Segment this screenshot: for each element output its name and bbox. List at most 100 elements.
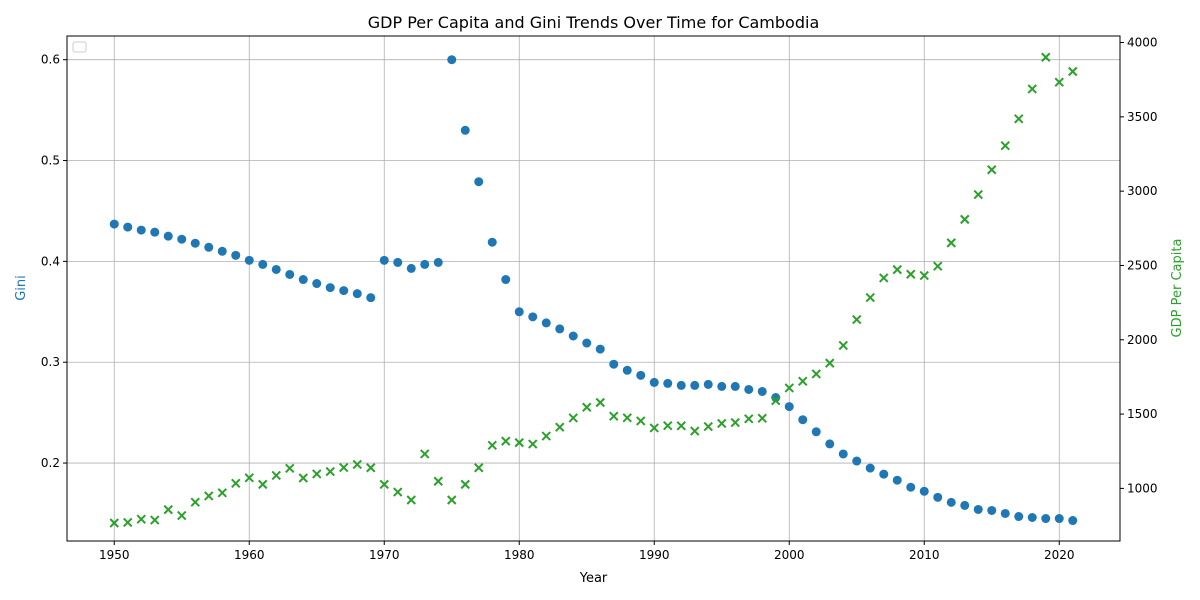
gdp-point bbox=[865, 292, 875, 303]
gini-point bbox=[379, 255, 389, 265]
x-tick-label: 1960 bbox=[234, 548, 265, 562]
gdp-point bbox=[757, 413, 767, 423]
chart-title: GDP Per Capita and Gini Trends Over Time… bbox=[368, 13, 820, 32]
gdp-point bbox=[690, 426, 700, 436]
gini-point bbox=[204, 242, 214, 252]
gini-point bbox=[298, 275, 308, 285]
gini-point bbox=[649, 377, 659, 387]
gini-point bbox=[1054, 514, 1064, 524]
gini-point bbox=[663, 378, 673, 388]
y-left-tick-label: 0.6 bbox=[41, 53, 60, 67]
gdp-point bbox=[609, 411, 619, 421]
gini-point bbox=[258, 259, 268, 269]
gini-point bbox=[609, 359, 619, 369]
y-right-tick-label: 3000 bbox=[1127, 184, 1158, 198]
gini-point bbox=[1000, 508, 1010, 518]
gdp-point bbox=[1014, 114, 1024, 124]
gdp-point bbox=[973, 189, 983, 200]
gini-point bbox=[960, 500, 970, 510]
gdp-point bbox=[1068, 66, 1078, 77]
gini-point bbox=[568, 331, 578, 341]
y-right-tick-label: 3500 bbox=[1127, 110, 1158, 124]
y-right-tick-label: 2500 bbox=[1127, 258, 1158, 272]
gini-point bbox=[1068, 516, 1078, 526]
gini-point bbox=[1014, 511, 1024, 521]
gdp-point bbox=[204, 491, 214, 501]
gdp-point bbox=[636, 416, 646, 426]
gdp-point bbox=[231, 478, 241, 489]
gini-point bbox=[636, 370, 646, 380]
gdp-point bbox=[406, 495, 416, 505]
x-tick-label: 2000 bbox=[774, 548, 805, 562]
gini-point bbox=[838, 449, 848, 459]
gini-point bbox=[1027, 513, 1037, 523]
y-axis-right-label: GDP Per Capita bbox=[1170, 239, 1185, 338]
gini-point bbox=[730, 381, 740, 391]
gdp-point bbox=[933, 261, 943, 271]
gini-point bbox=[703, 379, 713, 389]
gini-point bbox=[825, 439, 835, 449]
axes: 1950 1960 1970 1980 1990 2000 2010 2020 0.2 0.3 0.… bbox=[41, 36, 1158, 562]
x-tick-label: 1980 bbox=[504, 548, 535, 562]
gini-point bbox=[271, 264, 281, 274]
gini-point bbox=[352, 289, 362, 299]
gini-point bbox=[784, 402, 794, 412]
gini-point bbox=[528, 312, 538, 322]
gdp-point bbox=[649, 423, 659, 433]
gini-point bbox=[136, 225, 146, 235]
gdp-point bbox=[906, 269, 916, 279]
gdp-point bbox=[190, 497, 200, 507]
x-axis-label: Year bbox=[579, 571, 608, 586]
gdp-point bbox=[285, 463, 295, 474]
gdp-point bbox=[487, 440, 497, 450]
gini-point bbox=[514, 307, 524, 317]
gdp-point bbox=[420, 449, 430, 459]
gdp-point bbox=[271, 470, 281, 481]
gdp-point bbox=[244, 473, 254, 483]
gdp-point bbox=[811, 369, 821, 379]
gdp-point bbox=[447, 495, 457, 505]
x-tick-label: 1950 bbox=[99, 548, 130, 562]
gini-point bbox=[987, 505, 997, 515]
gini-point bbox=[811, 427, 821, 437]
x-tick-label: 1970 bbox=[369, 548, 400, 562]
gini-point bbox=[231, 250, 241, 260]
gdp-point bbox=[1054, 77, 1064, 87]
data-marks bbox=[109, 52, 1078, 528]
gdp-point bbox=[595, 397, 605, 408]
gini-point bbox=[447, 55, 457, 65]
gini-point bbox=[717, 381, 727, 391]
gdp-point bbox=[379, 479, 389, 490]
gdp-point bbox=[501, 436, 511, 446]
gdp-point bbox=[919, 270, 929, 281]
gini-point bbox=[312, 279, 322, 289]
gdp-point bbox=[325, 466, 335, 477]
grid bbox=[67, 36, 1120, 541]
gdp-point bbox=[703, 421, 713, 432]
gini-point bbox=[244, 255, 254, 265]
gdp-point bbox=[784, 383, 794, 393]
y-axis-left-label: Gini bbox=[14, 275, 29, 301]
gini-point bbox=[973, 504, 983, 514]
gini-point bbox=[474, 177, 484, 187]
gdp-point bbox=[946, 238, 956, 248]
y-right-tick-label: 1000 bbox=[1127, 481, 1158, 495]
gdp-point bbox=[852, 314, 862, 325]
gini-point bbox=[325, 283, 335, 293]
gdp-point bbox=[109, 518, 119, 528]
gini-point bbox=[406, 263, 416, 273]
gdp-point bbox=[528, 439, 538, 449]
gdp-point bbox=[622, 413, 632, 423]
gini-point bbox=[150, 227, 160, 237]
gdp-point bbox=[177, 510, 187, 521]
gdp-point bbox=[150, 515, 160, 525]
gini-point bbox=[217, 246, 227, 256]
y-left-tick-label: 0.4 bbox=[41, 254, 60, 268]
gdp-point bbox=[1041, 52, 1051, 62]
gini-point bbox=[852, 456, 862, 466]
gdp-point bbox=[892, 264, 902, 275]
gini-point bbox=[933, 492, 943, 502]
gini-point bbox=[285, 269, 295, 279]
gdp-point bbox=[312, 469, 322, 479]
gdp-point bbox=[798, 376, 808, 386]
